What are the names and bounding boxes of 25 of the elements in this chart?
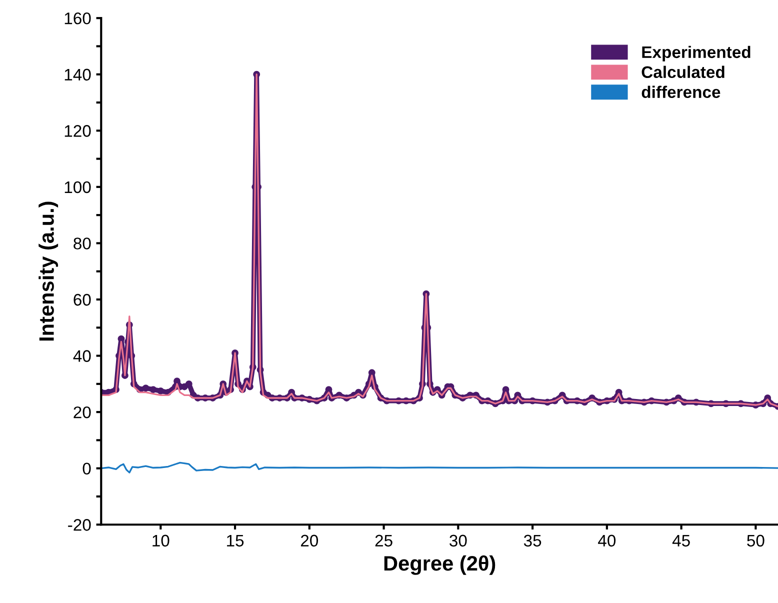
y-tick-label: 0 — [82, 462, 91, 475]
x-tick-label: 40 — [598, 534, 616, 547]
x-tick-label: 25 — [375, 534, 392, 547]
y-tick-label: 80 — [74, 238, 91, 250]
legend-label: Calculated — [642, 66, 724, 78]
y-tick-label: 40 — [73, 350, 91, 362]
x-axis-title: Degree (2θ) — [384, 555, 496, 575]
x-tick-label: 30 — [450, 534, 467, 547]
x-tick-label: 15 — [227, 534, 244, 547]
y-tick-label: -20 — [68, 519, 91, 531]
legend-label: Experimented — [642, 46, 750, 62]
y-axis-title: Intensity (a.u.) — [38, 202, 58, 341]
x-tick-label: 10 — [152, 534, 170, 547]
legend-label: difference — [642, 86, 720, 98]
line-series — [101, 462, 778, 474]
y-tick-label: 60 — [74, 294, 91, 306]
x-tick-label: 45 — [672, 534, 690, 547]
x-tick-label: 35 — [524, 534, 542, 547]
x-tick-label: 50 — [747, 534, 764, 547]
y-tick-label: 120 — [64, 125, 91, 137]
y-tick-label: 20 — [74, 406, 91, 418]
x-tick-label: 20 — [300, 534, 318, 547]
y-tick-label: 160 — [64, 12, 91, 24]
y-tick-label: 140 — [64, 68, 91, 81]
y-tick-label: 100 — [64, 181, 91, 194]
